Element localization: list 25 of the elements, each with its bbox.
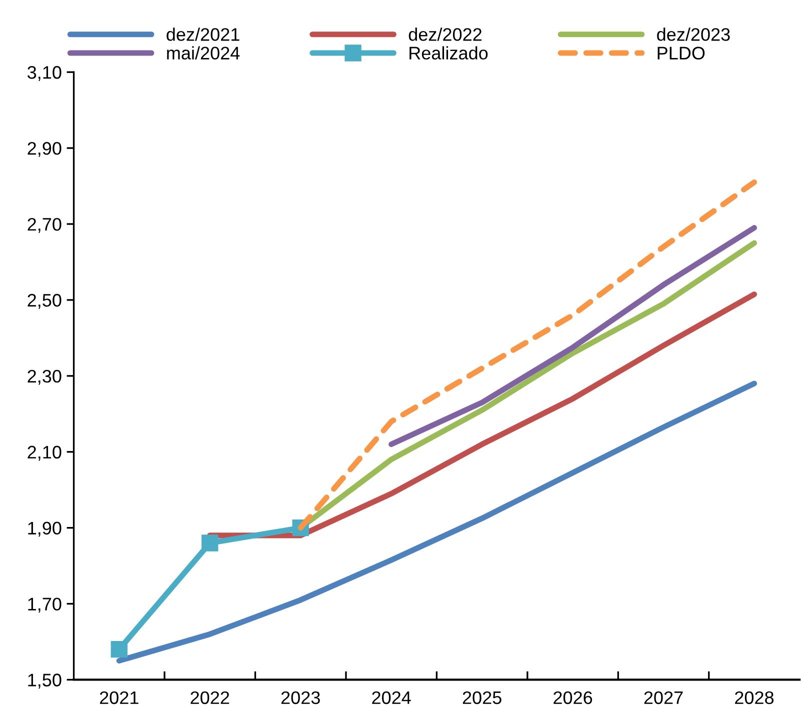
x-tick-label: 2025 [462,691,502,704]
legend-label: PLDO [658,46,705,60]
y-tick-label: 1,70 [28,598,62,613]
y-tick-label: 2,70 [28,218,62,233]
legend-label: dez/2022 [408,28,482,41]
legend-label: dez/2023 [657,28,730,41]
x-tick-label: 2022 [190,691,230,704]
y-tick-label: 2,50 [28,294,62,309]
x-tick-label: 2023 [281,691,320,704]
x-tick-label: 2026 [554,691,592,704]
legend-label: Realizado [410,46,488,60]
y-tick-label: 2,30 [28,370,62,385]
y-tick-label: 2,10 [28,446,62,461]
x-tick-label: 2024 [372,691,411,704]
x-tick-label: 2021 [100,691,138,704]
x-tick-label: 2028 [735,691,774,704]
point [202,534,218,552]
y-tick-label: 3,10 [28,66,62,81]
point [110,641,128,658]
legend-label: dez/2021 [166,28,240,41]
y-tick-label: 1,90 [28,522,62,537]
legend-label: mai/2024 [167,46,240,60]
y-tick-label: 1,50 [28,674,62,689]
x-tick-label: 2027 [644,691,683,704]
y-tick-label: 2,90 [28,142,62,157]
